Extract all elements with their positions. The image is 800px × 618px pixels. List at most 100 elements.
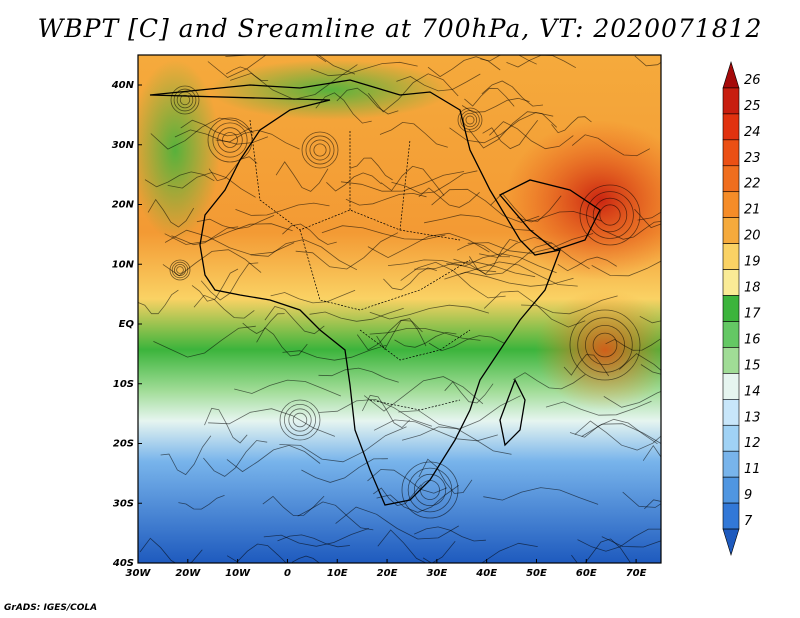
streamline bbox=[400, 261, 506, 299]
streamline bbox=[180, 119, 251, 137]
streamline bbox=[208, 408, 336, 437]
streamline bbox=[340, 171, 465, 192]
streamline bbox=[335, 506, 460, 540]
map-title: WBPT [C] and Sreamline at 700hPa, VT: 20… bbox=[37, 14, 763, 43]
streamline bbox=[174, 129, 269, 145]
colorbar-segment bbox=[722, 347, 740, 374]
streamline-vortex bbox=[585, 324, 626, 365]
x-tick-label: 40E bbox=[475, 568, 497, 579]
y-tick-label: 10N bbox=[112, 259, 135, 270]
colorbar-label: 21 bbox=[744, 203, 761, 218]
streamline bbox=[270, 289, 356, 304]
colorbar-segment bbox=[722, 295, 740, 322]
streamline bbox=[226, 444, 321, 473]
streamline bbox=[482, 120, 539, 150]
streamline bbox=[321, 225, 446, 240]
streamline-vortex bbox=[179, 94, 191, 106]
streamline bbox=[396, 73, 481, 92]
colorbar-label: 16 bbox=[744, 332, 761, 347]
streamline bbox=[428, 335, 505, 352]
streamline-vortex bbox=[283, 403, 316, 436]
streamline bbox=[164, 223, 293, 245]
streamline bbox=[160, 435, 212, 476]
warm-region-indian-ocean bbox=[535, 290, 661, 410]
colorbar-segment bbox=[722, 373, 740, 400]
streamline-vortex bbox=[586, 191, 634, 239]
streamline bbox=[467, 233, 594, 254]
colorbar-segment bbox=[722, 139, 740, 167]
x-tick-label: 60E bbox=[576, 568, 597, 579]
streamline bbox=[591, 260, 661, 277]
plot-frame bbox=[137, 54, 662, 564]
y-tick-label: 20N bbox=[112, 200, 135, 211]
streamline bbox=[545, 400, 652, 416]
streamline-vortex bbox=[212, 122, 248, 158]
x-tick-label: 70E bbox=[626, 568, 647, 579]
streamline bbox=[424, 214, 534, 232]
streamline bbox=[605, 338, 661, 351]
colorbar-label: 13 bbox=[744, 410, 761, 425]
streamline bbox=[571, 134, 650, 157]
streamline-vortex bbox=[173, 263, 186, 276]
streamline bbox=[516, 211, 602, 223]
streamline bbox=[282, 223, 337, 245]
streamline bbox=[369, 328, 481, 341]
colorbar-segment bbox=[722, 165, 740, 193]
streamline-vortex bbox=[599, 204, 621, 226]
colorbar-label: 15 bbox=[744, 358, 761, 373]
streamline bbox=[277, 534, 350, 548]
streamline-vortex bbox=[309, 139, 331, 161]
streamline-vortex bbox=[288, 408, 312, 432]
streamline bbox=[250, 239, 358, 271]
streamline bbox=[191, 268, 239, 302]
streamline bbox=[164, 229, 295, 256]
streamline bbox=[394, 331, 457, 348]
streamline bbox=[196, 215, 275, 230]
streamline-vortex bbox=[292, 412, 308, 428]
colorbar-label: 26 bbox=[744, 73, 761, 88]
streamline bbox=[640, 364, 661, 375]
streamline bbox=[147, 198, 195, 228]
streamline bbox=[139, 537, 203, 563]
x-tick-label: 30W bbox=[126, 568, 152, 579]
streamline-vortex bbox=[407, 467, 453, 513]
streamline bbox=[301, 458, 388, 483]
colorbar-label: 12 bbox=[744, 436, 761, 451]
streamline bbox=[193, 294, 255, 319]
streamline-vortex bbox=[173, 88, 197, 112]
streamline bbox=[256, 327, 308, 357]
streamline bbox=[577, 528, 661, 552]
streamline bbox=[215, 129, 300, 150]
streamline bbox=[634, 55, 661, 67]
streamline bbox=[569, 418, 658, 445]
streamline bbox=[387, 259, 497, 273]
colorbar-label: 20 bbox=[744, 229, 761, 244]
streamline bbox=[363, 376, 484, 412]
streamline bbox=[622, 491, 661, 508]
streamline bbox=[469, 238, 518, 275]
colorbar-segment bbox=[722, 113, 740, 141]
streamline bbox=[422, 542, 538, 563]
axis-ticks: 30W 20W 10W 0 10E 20E 30E 40E 50E 60E 70E 40N 30N 20N… bbox=[111, 80, 647, 579]
streamline-vortex bbox=[592, 332, 618, 358]
moist-region-mediterranean bbox=[210, 60, 450, 120]
colorbar-label: 25 bbox=[744, 99, 761, 114]
colorbar-label: 18 bbox=[744, 281, 761, 296]
streamline bbox=[262, 495, 325, 516]
streamline bbox=[581, 423, 661, 444]
colorbar-label: 23 bbox=[744, 151, 761, 166]
streamline bbox=[619, 353, 661, 371]
x-tick-label: 0 bbox=[284, 568, 291, 579]
streamline bbox=[208, 156, 258, 182]
colorbar-segment bbox=[722, 399, 740, 426]
streamline bbox=[401, 426, 512, 455]
streamline bbox=[634, 208, 661, 229]
streamline bbox=[282, 344, 387, 361]
colorbar-segment bbox=[722, 243, 740, 270]
streamline bbox=[383, 267, 437, 291]
colorbar-segment bbox=[722, 528, 740, 557]
streamline bbox=[571, 538, 631, 563]
streamline bbox=[603, 391, 661, 408]
streamline bbox=[138, 289, 179, 315]
streamline bbox=[318, 398, 433, 427]
